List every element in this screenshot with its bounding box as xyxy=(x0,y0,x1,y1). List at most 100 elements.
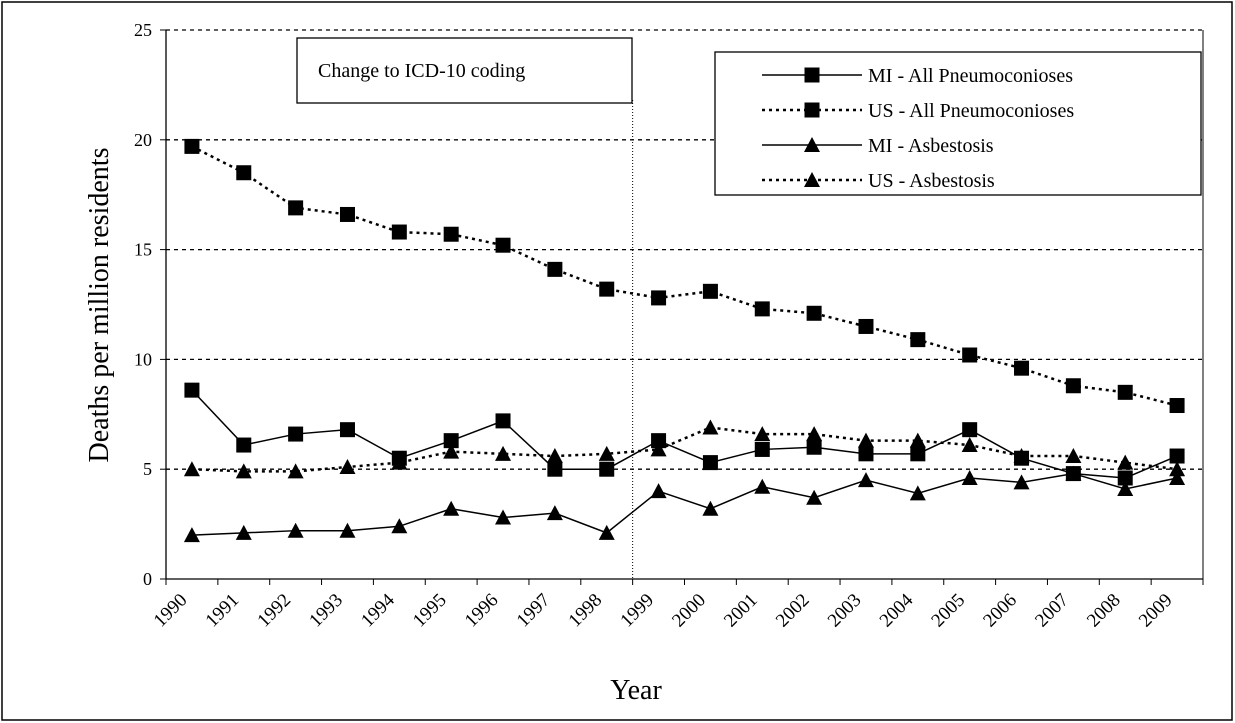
point xyxy=(288,200,304,216)
point xyxy=(495,509,512,525)
point xyxy=(598,445,615,461)
point xyxy=(909,485,926,501)
point xyxy=(806,305,822,321)
y-axis-title: Deaths per million residents xyxy=(84,148,115,463)
point xyxy=(236,165,252,181)
point xyxy=(1169,469,1186,485)
point xyxy=(599,461,615,477)
point xyxy=(702,283,718,299)
point xyxy=(339,459,356,475)
point xyxy=(754,426,771,442)
legend-marker xyxy=(804,172,820,187)
point xyxy=(235,524,252,540)
point xyxy=(651,290,667,306)
point xyxy=(910,332,926,348)
point xyxy=(546,505,563,521)
point xyxy=(1013,448,1030,464)
series-line xyxy=(191,145,1178,407)
x-axis-title: Year xyxy=(610,675,662,706)
legend-marker xyxy=(804,137,820,152)
point xyxy=(287,463,304,479)
point xyxy=(651,433,667,449)
point xyxy=(910,446,926,462)
point xyxy=(339,522,356,538)
point xyxy=(391,224,407,240)
point xyxy=(495,413,511,429)
point xyxy=(650,483,667,499)
point xyxy=(443,500,460,516)
point xyxy=(857,472,874,488)
point xyxy=(806,439,822,455)
point xyxy=(1117,454,1134,470)
point xyxy=(236,437,252,453)
point xyxy=(702,419,719,435)
point xyxy=(495,237,511,253)
point xyxy=(702,455,718,471)
legend-box xyxy=(714,51,1202,196)
point xyxy=(1065,448,1082,464)
point xyxy=(858,318,874,334)
point xyxy=(962,422,978,438)
point xyxy=(961,437,978,453)
point xyxy=(443,433,459,449)
point xyxy=(909,432,926,448)
point xyxy=(599,281,615,297)
annotation-box xyxy=(296,37,633,104)
point xyxy=(547,461,563,477)
point xyxy=(287,522,304,538)
legend-label: MI - Asbestosis xyxy=(868,135,994,157)
point xyxy=(184,138,200,154)
point xyxy=(1117,384,1133,400)
point xyxy=(443,443,460,459)
point xyxy=(183,527,200,543)
y-tick-label: 0 xyxy=(143,569,152,589)
point xyxy=(1065,465,1082,481)
y-tick-label: 10 xyxy=(134,349,152,369)
point xyxy=(702,500,719,516)
legend-label: MI - All Pneumoconioses xyxy=(868,65,1073,87)
legend-marker xyxy=(804,102,820,118)
point xyxy=(962,347,978,363)
series-line xyxy=(191,472,1178,536)
point xyxy=(754,441,770,457)
point xyxy=(495,445,512,461)
point xyxy=(1169,448,1185,464)
point xyxy=(1013,474,1030,490)
point xyxy=(806,489,823,505)
point xyxy=(235,463,252,479)
point xyxy=(391,454,408,470)
point xyxy=(288,426,304,442)
y-tick-label: 15 xyxy=(134,240,152,260)
point xyxy=(1117,470,1133,486)
legend-label: US - All Pneumoconioses xyxy=(868,100,1074,122)
point xyxy=(754,478,771,494)
point xyxy=(650,441,667,457)
point xyxy=(339,422,355,438)
point xyxy=(443,226,459,242)
point xyxy=(598,524,615,540)
point xyxy=(339,206,355,222)
point xyxy=(1014,360,1030,376)
point xyxy=(547,261,563,277)
y-tick-label: 20 xyxy=(134,130,152,150)
point xyxy=(754,301,770,317)
point xyxy=(806,426,823,442)
y-tick-label: 25 xyxy=(134,20,152,40)
point xyxy=(391,518,408,534)
point xyxy=(1169,461,1186,477)
legend-label: US - Asbestosis xyxy=(868,170,995,192)
series-line xyxy=(191,389,1178,479)
point xyxy=(183,461,200,477)
point xyxy=(546,448,563,464)
point xyxy=(961,469,978,485)
point xyxy=(857,432,874,448)
point xyxy=(1169,398,1185,414)
legend-marker xyxy=(804,67,820,83)
point xyxy=(184,382,200,398)
point xyxy=(1117,480,1134,496)
annotation: Change to ICD-10 coding xyxy=(318,60,525,82)
point xyxy=(1065,378,1081,394)
y-tick-label: 5 xyxy=(143,459,152,479)
point xyxy=(858,446,874,462)
